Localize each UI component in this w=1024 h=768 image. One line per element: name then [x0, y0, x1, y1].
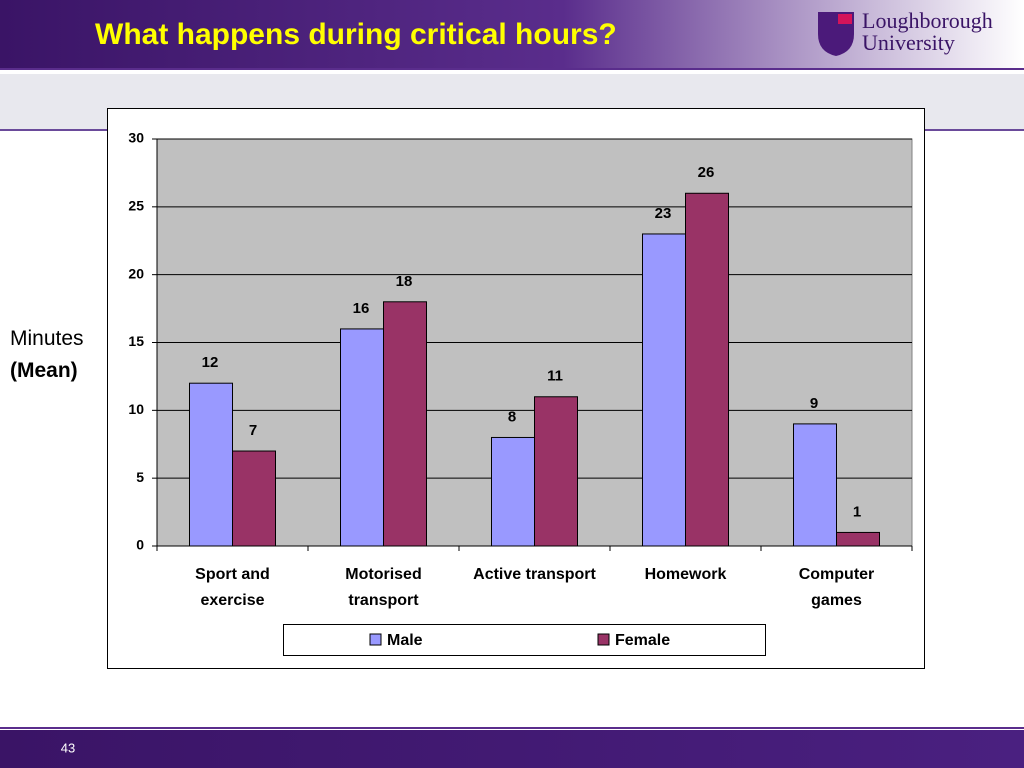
bar	[189, 382, 233, 547]
footer-band	[0, 730, 1024, 768]
y-tick-label: 10	[128, 401, 144, 417]
y-tick-label: 5	[136, 469, 144, 485]
bar	[383, 301, 427, 547]
data-label: 1	[853, 503, 861, 520]
legend-swatch	[597, 633, 610, 646]
bar	[232, 450, 276, 547]
legend-box	[283, 624, 766, 656]
x-tick-label: Motorised transport	[345, 566, 422, 609]
data-label: 8	[508, 408, 516, 425]
page-number: 43	[61, 740, 75, 755]
legend-label: Female	[615, 632, 670, 649]
logo-mark	[838, 14, 852, 24]
data-label: 26	[698, 164, 715, 181]
x-tick-label: Computer games	[798, 566, 875, 609]
y-tick-label: 25	[128, 198, 144, 214]
header-line	[0, 68, 1024, 70]
data-label: 7	[249, 422, 257, 439]
bar	[685, 192, 729, 547]
x-tick-label: Active transport	[473, 566, 596, 583]
y-tick-label: 30	[128, 130, 144, 146]
data-label: 9	[810, 395, 818, 412]
data-label: 18	[396, 273, 413, 290]
data-label: 23	[655, 205, 672, 222]
bar	[836, 531, 880, 547]
bar	[642, 233, 686, 547]
logo-text: University	[862, 30, 955, 55]
data-label: 12	[202, 354, 219, 371]
logo: Loughborough University	[818, 8, 993, 56]
legend-label: Male	[387, 632, 423, 649]
slide-title: What happens during critical hours?	[95, 18, 617, 51]
data-label: 11	[547, 368, 563, 385]
logo-text: Loughborough	[862, 8, 993, 33]
bar	[491, 436, 535, 547]
footer-line	[0, 727, 1024, 729]
legend-swatch	[369, 633, 382, 646]
bar	[793, 423, 837, 547]
y-tick-label: 0	[136, 537, 144, 553]
x-tick-label: Homework	[644, 566, 727, 583]
bar	[534, 396, 578, 547]
y-axis-label: Minutes	[10, 327, 84, 350]
y-axis-label: (Mean)	[10, 359, 78, 382]
x-tick-label: Sport and exercise	[195, 566, 270, 609]
bar	[340, 328, 384, 547]
y-tick-label: 20	[128, 265, 144, 281]
data-label: 16	[353, 300, 370, 317]
y-tick-label: 15	[128, 333, 144, 349]
